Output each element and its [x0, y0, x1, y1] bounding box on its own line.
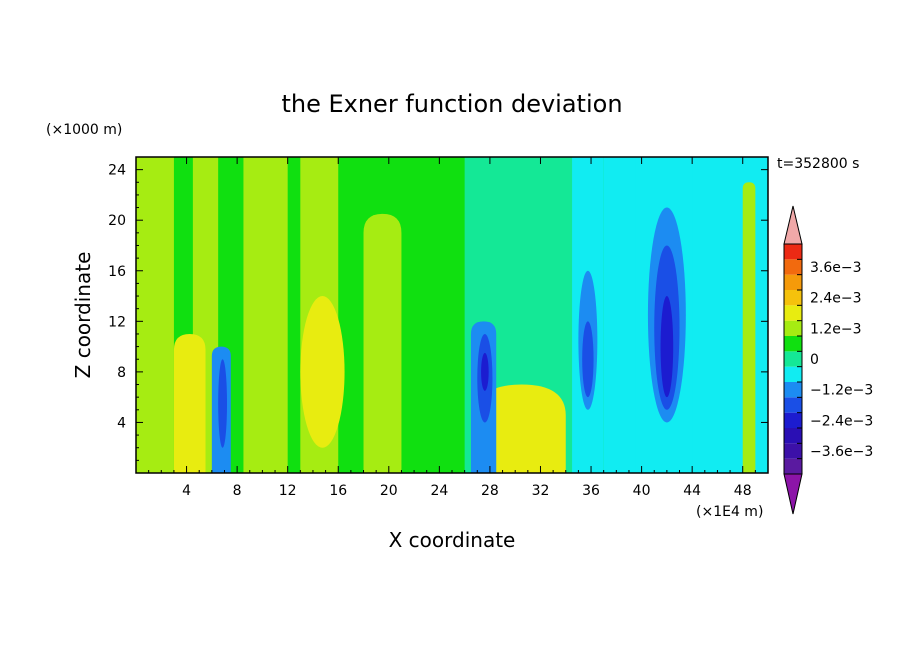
x-tick-label: 24 — [430, 483, 448, 499]
y-tick-label: 8 — [117, 365, 126, 381]
colorbar-swatch — [784, 259, 802, 275]
x-tick-label: 16 — [329, 483, 347, 499]
colorbar-label: −2.4e−3 — [810, 413, 873, 429]
x-tick-label: 44 — [683, 483, 701, 499]
x-axis: 4 8 12 16 20 24 28 32 36 40 44 48 — [148, 157, 756, 499]
y-tick-label: 24 — [108, 163, 126, 179]
colorbar-frame — [783, 243, 803, 475]
y-axis: 4 8 12 16 20 24 — [108, 163, 768, 461]
contour-region — [136, 157, 174, 473]
colorbar-swatch — [784, 428, 802, 444]
contour-region — [243, 157, 288, 473]
colorbar-swatch — [784, 382, 802, 398]
colorbar-swatch — [784, 290, 802, 306]
colorbar: 3.6e−3 2.4e−3 1.2e−3 0 −1.2e−3 −2.4e−3 −3.6e−3 — [783, 205, 873, 515]
colorbar-label: 0 — [810, 352, 819, 368]
x-axis-label: X coordinate — [389, 528, 516, 552]
x-unit-label: (×1E4 m) — [696, 504, 763, 520]
colorbar-swatch — [784, 336, 802, 352]
colorbar-swatch — [784, 305, 802, 321]
x-tick-label: 48 — [734, 483, 752, 499]
time-label: t=352800 s — [777, 156, 859, 172]
contour-region — [218, 359, 228, 448]
colorbar-label: 2.4e−3 — [810, 291, 862, 307]
contour-region — [173, 333, 206, 473]
colorbar-label: −3.6e−3 — [810, 444, 873, 460]
y-tick-label: 12 — [108, 314, 126, 330]
x-tick-label: 36 — [582, 483, 600, 499]
contour-region — [582, 321, 594, 398]
y-unit-label: (×1000 m) — [46, 122, 122, 138]
x-tick-label: 20 — [380, 483, 398, 499]
colorbar-over-arrow — [783, 205, 803, 245]
colorbar-label: 3.6e−3 — [810, 260, 862, 276]
contour-field — [136, 157, 768, 473]
y-tick-label: 20 — [108, 213, 126, 229]
x-tick-label: 4 — [182, 483, 191, 499]
x-tick-label: 8 — [233, 483, 242, 499]
x-tick-label: 32 — [532, 483, 550, 499]
contour-region — [477, 384, 566, 473]
colorbar-swatch — [784, 274, 802, 290]
contour-region — [300, 296, 345, 448]
contour-region — [363, 213, 402, 473]
contour-region — [660, 296, 674, 398]
colorbar-swatch — [784, 443, 802, 459]
contour-region — [742, 182, 756, 473]
colorbar-swatch — [784, 351, 802, 367]
colorbar-swatch — [784, 366, 802, 382]
y-axis-label: Z coordinate — [71, 252, 95, 379]
chart-title: the Exner function deviation — [281, 90, 622, 118]
colorbar-label: −1.2e−3 — [810, 383, 873, 399]
colorbar-swatch — [784, 412, 802, 428]
x-tick-label: 40 — [633, 483, 651, 499]
x-tick-label: 12 — [279, 483, 297, 499]
y-tick-label: 4 — [117, 415, 126, 431]
colorbar-label: 1.2e−3 — [810, 321, 862, 337]
colorbar-swatch — [784, 397, 802, 413]
colorbar-swatch — [784, 244, 802, 260]
colorbar-under-arrow — [783, 473, 803, 515]
contour-region — [481, 352, 489, 391]
x-tick-label: 28 — [481, 483, 499, 499]
y-tick-label: 16 — [108, 264, 126, 280]
colorbar-swatch — [784, 458, 802, 474]
colorbar-swatch — [784, 320, 802, 336]
